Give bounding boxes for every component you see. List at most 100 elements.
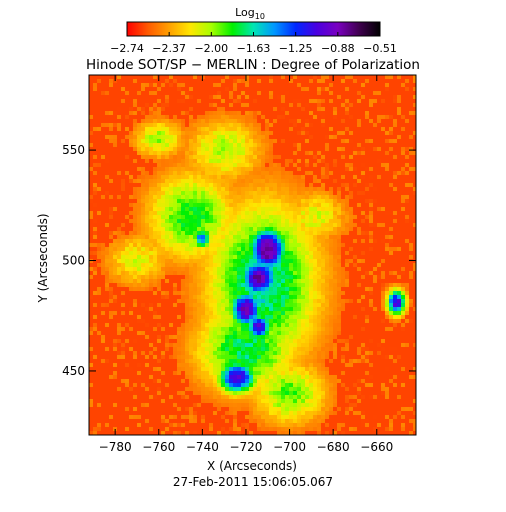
heatmap-cell: [365, 199, 369, 203]
heatmap-cell: [233, 363, 237, 367]
heatmap-cell: [181, 203, 185, 207]
heatmap-cell: [189, 267, 193, 271]
heatmap-cell: [309, 307, 313, 311]
heatmap-cell: [305, 227, 309, 231]
heatmap-cell: [317, 335, 321, 339]
heatmap-cell: [161, 107, 165, 111]
heatmap-cell: [309, 239, 313, 243]
heatmap-cell: [213, 375, 217, 379]
heatmap-cell: [185, 407, 189, 411]
heatmap-cell: [165, 195, 169, 199]
heatmap-cell: [317, 315, 321, 319]
heatmap-cell: [181, 415, 185, 419]
heatmap-cell: [245, 219, 249, 223]
heatmap-cell: [325, 295, 329, 299]
heatmap-cell: [313, 339, 317, 343]
heatmap-cell: [201, 311, 205, 315]
heatmap-cell: [153, 315, 157, 319]
heatmap-cell: [249, 223, 253, 227]
heatmap-cell: [201, 315, 205, 319]
heatmap-cell: [145, 279, 149, 283]
heatmap-cell: [369, 339, 373, 343]
heatmap-cell: [169, 219, 173, 223]
heatmap-cell: [297, 327, 301, 331]
heatmap-cell: [337, 407, 341, 411]
heatmap-cell: [309, 259, 313, 263]
heatmap-cell: [209, 115, 213, 119]
heatmap-cell: [225, 111, 229, 115]
heatmap-cell: [305, 307, 309, 311]
heatmap-cell: [341, 423, 345, 427]
heatmap-cell: [273, 407, 277, 411]
heatmap-cell: [301, 191, 305, 195]
heatmap-cell: [93, 127, 97, 131]
heatmap-cell: [181, 215, 185, 219]
heatmap-cell: [353, 183, 357, 187]
heatmap-cell: [265, 335, 269, 339]
heatmap-cell: [165, 167, 169, 171]
heatmap-cell: [321, 335, 325, 339]
heatmap-cell: [265, 295, 269, 299]
heatmap-cell: [221, 119, 225, 123]
heatmap-cell: [225, 119, 229, 123]
heatmap-cell: [313, 415, 317, 419]
heatmap-cell: [141, 83, 145, 87]
heatmap-cell: [261, 335, 265, 339]
heatmap-cell: [317, 331, 321, 335]
heatmap-cell: [165, 143, 169, 147]
heatmap-cell: [365, 183, 369, 187]
heatmap-cell: [253, 307, 257, 311]
heatmap-cell: [145, 151, 149, 155]
heatmap-cell: [313, 295, 317, 299]
heatmap-cell: [305, 315, 309, 319]
heatmap-cell: [341, 107, 345, 111]
heatmap-cell: [129, 367, 133, 371]
heatmap-cell: [357, 387, 361, 391]
heatmap-cell: [325, 311, 329, 315]
heatmap-cell: [357, 267, 361, 271]
heatmap-cell: [365, 419, 369, 423]
heatmap-cell: [337, 423, 341, 427]
heatmap-cell: [173, 347, 177, 351]
heatmap-cell: [93, 235, 97, 239]
heatmap-cell: [321, 419, 325, 423]
heatmap-cell: [325, 215, 329, 219]
heatmap-cell: [217, 131, 221, 135]
heatmap-cell: [385, 291, 389, 295]
heatmap-cell: [293, 191, 297, 195]
heatmap-cell: [277, 415, 281, 419]
heatmap-cell: [225, 391, 229, 395]
heatmap-cell: [261, 211, 265, 215]
heatmap-cell: [245, 371, 249, 375]
heatmap-cell: [153, 151, 157, 155]
heatmap-cell: [181, 287, 185, 291]
heatmap-cell: [89, 115, 93, 119]
heatmap-cell: [205, 119, 209, 123]
heatmap-cell: [205, 135, 209, 139]
heatmap-cell: [285, 323, 289, 327]
heatmap-cell: [281, 191, 285, 195]
heatmap-cell: [109, 299, 113, 303]
heatmap-cell: [201, 255, 205, 259]
heatmap-cell: [93, 87, 97, 91]
heatmap-cell: [237, 395, 241, 399]
heatmap-cell: [209, 427, 213, 431]
heatmap-cell: [225, 327, 229, 331]
heatmap-cell: [301, 415, 305, 419]
y-tick-label: 550: [62, 143, 85, 157]
heatmap-cell: [217, 255, 221, 259]
heatmap-cell: [189, 247, 193, 251]
heatmap-cell: [381, 319, 385, 323]
heatmap-cell: [289, 363, 293, 367]
heatmap-cell: [129, 319, 133, 323]
heatmap-cell: [253, 291, 257, 295]
heatmap-cell: [89, 167, 93, 171]
heatmap-cell: [385, 391, 389, 395]
heatmap-cell: [245, 395, 249, 399]
heatmap-cell: [201, 299, 205, 303]
heatmap-cell: [141, 107, 145, 111]
heatmap-cell: [137, 315, 141, 319]
heatmap-cell: [153, 123, 157, 127]
heatmap-cell: [253, 295, 257, 299]
heatmap-cell: [109, 83, 113, 87]
